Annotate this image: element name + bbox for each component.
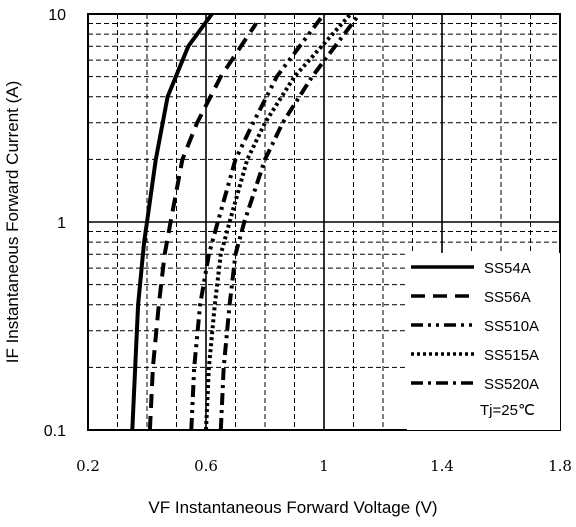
x-tick-label: 1.8 [548, 457, 572, 475]
legend: SS54A SS56A SS510A SS515A SS520A Tj=25℃ [407, 253, 560, 430]
legend-label: SS56A [484, 289, 531, 306]
series-line-ss54a [130, 12, 214, 431]
series-line-ss56a [147, 22, 258, 431]
legend-label: SS520A [484, 376, 539, 393]
y-tick-label: 0.1 [44, 423, 66, 440]
series-line-ss510a [189, 12, 326, 431]
legend-box [407, 253, 560, 430]
series-line-ss520a [218, 12, 361, 431]
y-axis-title: IF Instantaneous Forward Current (A) [3, 81, 22, 364]
x-axis-title: VF Instantaneous Forward Voltage (V) [148, 498, 437, 517]
legend-label: SS54A [484, 260, 531, 277]
y-tick-labels: 0.1 1 10 [44, 7, 66, 440]
plot-frame [87, 13, 561, 431]
y-tick-label: 10 [48, 7, 66, 24]
x-tick-label: 1 [319, 457, 329, 475]
x-tick-label: 1.4 [430, 457, 454, 475]
x-tick-labels: 0.2 0.6 1 1.4 1.8 [76, 457, 572, 475]
x-tick-label: 0.2 [76, 457, 100, 475]
legend-label: SS515A [484, 347, 539, 364]
x-tick-label: 0.6 [194, 457, 218, 475]
legend-label: SS510A [484, 318, 539, 335]
annotation-tj: Tj=25℃ [480, 402, 535, 419]
y-tick-label: 1 [57, 215, 66, 232]
series-lines [130, 12, 361, 431]
